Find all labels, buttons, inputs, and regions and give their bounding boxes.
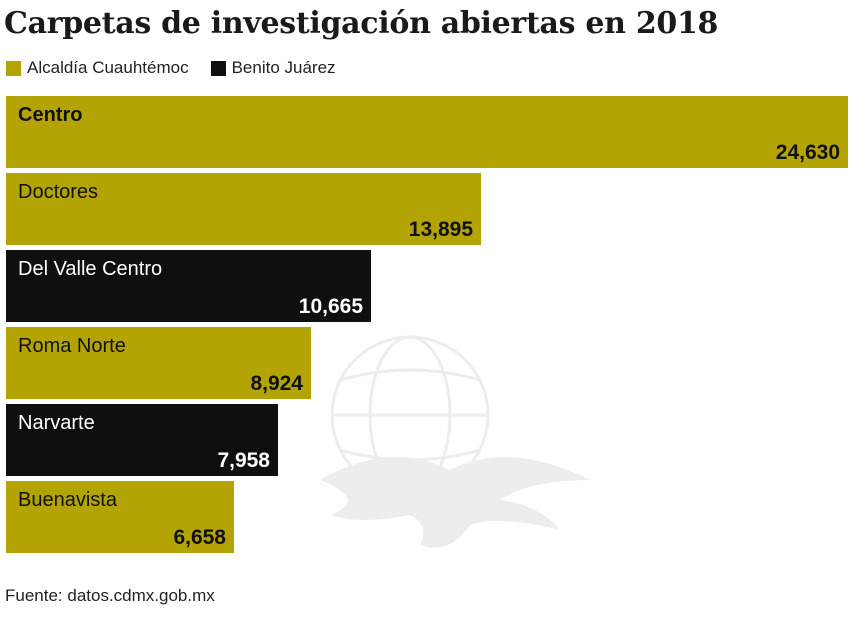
legend-item-benito-juarez: Benito Juárez <box>210 58 336 78</box>
legend-swatch-cuauhtemoc <box>6 60 21 76</box>
bar-narvarte: Narvarte 7,958 <box>6 404 278 476</box>
chart-title: Carpetas de investigación abiertas en 20… <box>4 6 719 41</box>
bar-category-label: Doctores <box>18 181 99 203</box>
bar-category-label: Roma Norte <box>18 335 126 357</box>
legend-swatch-benito-juarez <box>210 60 226 76</box>
bar-value-label: 6,658 <box>173 526 226 549</box>
bar-value-label: 13,895 <box>408 218 473 241</box>
bar-value-label: 10,665 <box>298 295 363 318</box>
bar-value-label: 24,630 <box>775 141 840 164</box>
bar-value-label: 7,958 <box>217 449 270 472</box>
bar-category-label: Buenavista <box>18 489 117 511</box>
bar-category-label: Centro <box>18 104 83 126</box>
legend-item-cuauhtemoc: Alcaldía Cuauhtémoc <box>6 58 189 78</box>
legend-label-benito-juarez: Benito Juárez <box>231 58 336 77</box>
bar-chart: Centro 24,630 Doctores 13,895 Del Valle Cent… <box>6 96 848 556</box>
bar-category-label: Narvarte <box>18 412 95 434</box>
bar-value-label: 8,924 <box>250 372 303 395</box>
legend-label-cuauhtemoc: Alcaldía Cuauhtémoc <box>27 58 189 77</box>
bar-doctores: Doctores 13,895 <box>6 173 481 245</box>
bar-roma-norte: Roma Norte 8,924 <box>6 327 311 399</box>
eagle-globe-watermark-icon <box>320 335 590 548</box>
legend: Alcaldía Cuauhtémoc Benito Juárez <box>6 58 336 78</box>
bar-category-label: Del Valle Centro <box>18 258 163 280</box>
source-note: Fuente: datos.cdmx.gob.mx <box>5 586 215 605</box>
bar-buenavista: Buenavista 6,658 <box>6 481 234 553</box>
bar-del-valle-centro: Del Valle Centro 10,665 <box>6 250 371 322</box>
bar-centro: Centro 24,630 <box>6 96 848 168</box>
